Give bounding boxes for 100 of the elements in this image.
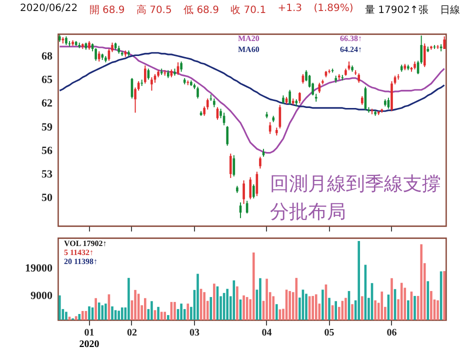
bar [111,306,114,320]
text: +1.3 [278,3,302,16]
bar [358,241,360,320]
bar [414,296,416,320]
candlestick [259,156,262,170]
bar [374,300,376,320]
bar [295,278,298,320]
annotation: 回測月線到季線支撐 [270,173,441,195]
bar [443,271,446,320]
text: 低 68.9 [184,4,219,17]
x-tick-label: 03 [189,328,200,338]
annotation: VOL 17902↑ [64,239,107,248]
y-tick-label: 19000 [25,262,53,275]
bar [174,302,176,320]
bar [88,306,90,320]
bar [134,290,136,320]
bar [430,291,432,320]
text: MA20 [238,34,260,43]
bar [259,278,262,320]
candlestick [288,89,291,106]
bar [288,291,291,320]
bar [266,278,268,320]
candlestick [242,180,245,204]
y-tick-label: 68 [42,50,53,63]
text: (1.89%) [314,3,354,16]
bar [150,301,153,320]
bar [58,295,61,320]
bar [351,304,354,320]
candlestick [196,86,199,100]
candlestick [443,36,446,50]
bar [420,244,422,320]
bar [98,302,100,320]
x-tick-label: 02 [126,328,137,338]
text: 2020/06/22 [20,3,78,16]
candlestick [229,153,232,178]
x-tick-label: 06 [386,328,397,338]
bar [68,316,71,320]
text: 開 68.9 [89,4,125,17]
bar [407,300,410,320]
bar [104,304,107,320]
bar [400,282,403,320]
bar [120,307,124,320]
bar [164,312,166,320]
text: MA60 [238,45,260,54]
line-series [58,46,446,154]
bar [157,306,160,320]
y-tick-label: 56 [42,144,53,157]
bar [144,298,146,320]
bar [242,295,245,320]
candlestick [180,61,182,72]
bar [361,296,364,320]
bar [314,294,318,320]
bar [322,290,324,320]
bar [118,310,120,320]
candlestick [358,72,360,84]
annotation: 64.24↑ [340,45,362,54]
bar [65,312,68,320]
bar [101,305,104,320]
bar [334,301,337,320]
y-tick-label: 65 [42,74,53,86]
bar [226,288,228,320]
bar [236,286,238,320]
annotation: 分批布局 [270,201,346,223]
line-series [58,52,446,112]
bar [305,294,308,320]
text: 量 17902↑張 [364,4,428,17]
candlestick [98,50,100,62]
y-tick-label: 62 [42,98,53,110]
y-tick-label: 53 [42,168,53,181]
bar [74,316,78,320]
text: 高 70.5 [136,4,172,17]
bar [94,298,97,320]
text: 收 70.1 [230,4,266,17]
candlestick [423,42,426,68]
annotation: 66.38↑ [340,34,362,43]
bar [252,252,255,320]
bar [344,298,347,320]
text: 2020 [79,339,100,350]
candlestick [252,184,255,199]
candlestick [302,74,304,84]
y-tick-label: 50 [42,192,53,204]
bar [213,284,216,320]
text: 日線 [440,4,460,17]
bar [210,297,212,320]
bar [436,300,439,320]
bar [167,315,170,320]
y-tick-label: 9000 [30,290,53,302]
candlestick [144,64,146,84]
bar [128,278,130,320]
bar [186,304,190,320]
bar [180,304,182,320]
bar [272,296,275,320]
bar [276,304,278,320]
candlestick [226,126,228,146]
candlestick [94,48,97,62]
x-tick-label: 05 [324,328,334,338]
x-tick-label: 04 [262,328,272,338]
bar [196,274,199,320]
annotation: 5 11432↑ [64,248,94,257]
bar [328,298,330,320]
